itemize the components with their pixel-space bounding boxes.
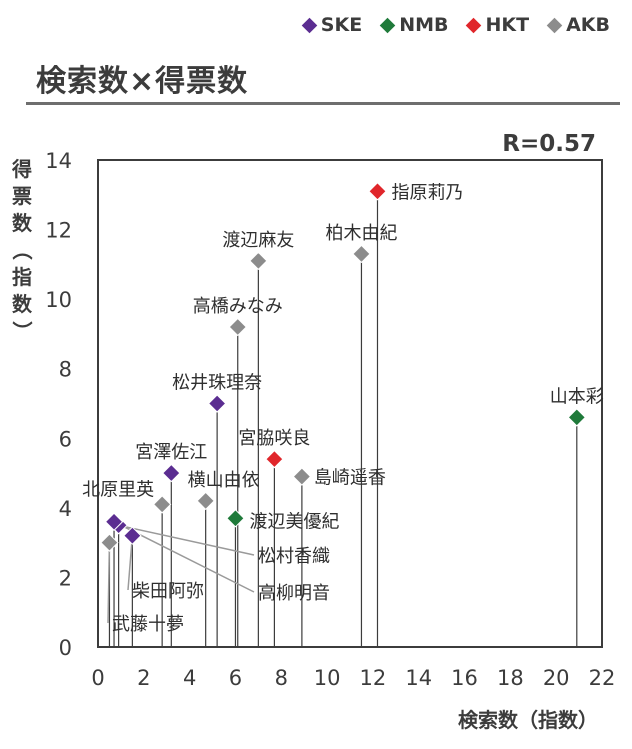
x-tick-label: 6 <box>229 666 242 690</box>
label-leader-line <box>107 542 111 624</box>
point-label: 高柳明音 <box>258 583 330 604</box>
point-marker <box>228 317 247 337</box>
y-tick-label: 10 <box>45 288 72 312</box>
title-rule <box>26 102 620 105</box>
correlation-annotation: R=0.57 <box>502 131 596 157</box>
point-label: 島崎遥香 <box>314 468 386 489</box>
legend-label: HKT <box>485 14 530 36</box>
point-label: 松村香織 <box>258 546 330 567</box>
legend: SKE NMB HKT AKB <box>301 14 610 36</box>
label-leader-line <box>118 524 255 556</box>
point-label: 渡辺麻友 <box>222 230 294 251</box>
y-tick-label: 2 <box>59 566 72 590</box>
point-marker <box>352 244 371 264</box>
point-label: 山本彩 <box>550 386 604 407</box>
legend-item-nmb: NMB <box>379 14 449 36</box>
legend-label: NMB <box>399 14 449 36</box>
point-marker <box>265 449 284 469</box>
point-label: 北原里英 <box>82 479 154 500</box>
point-label: 宮澤佐江 <box>135 442 207 463</box>
legend-item-ske: SKE <box>301 14 363 36</box>
x-tick-label: 16 <box>451 666 478 690</box>
y-axis-label-char: 得 <box>11 157 32 181</box>
point-label: 武藤十夢 <box>112 614 184 635</box>
point-label: 宮脇咲良 <box>238 428 310 449</box>
x-tick-label: 20 <box>543 666 570 690</box>
point-label: 指原莉乃 <box>391 182 463 203</box>
point-label: 柴田阿弥 <box>132 581 204 602</box>
point-marker <box>123 526 142 545</box>
y-tick-label: 12 <box>45 219 72 243</box>
x-tick-label: 10 <box>314 666 341 690</box>
x-axis-label: 検索数（指数） <box>458 708 598 732</box>
point-marker <box>152 495 172 514</box>
y-axis-label-char: 指 <box>12 265 32 289</box>
point-marker <box>368 182 387 201</box>
point-marker <box>196 491 215 511</box>
x-tick-label: 22 <box>589 666 616 690</box>
x-tick-label: 18 <box>497 666 524 690</box>
y-axis-label-char: 数 <box>12 292 33 316</box>
point-marker <box>567 408 587 427</box>
point-label: 高橋みなみ <box>193 296 283 317</box>
y-axis-label-char: 票 <box>12 184 32 208</box>
y-tick-label: 4 <box>59 497 72 521</box>
point-label: 柏木由紀 <box>325 223 397 244</box>
y-tick-label: 8 <box>59 358 72 382</box>
point-label: 渡辺美優紀 <box>249 511 339 532</box>
x-tick-label: 8 <box>275 666 288 690</box>
plot-frame <box>97 159 603 648</box>
x-tick-label: 4 <box>183 666 196 690</box>
point-marker <box>104 512 124 531</box>
point-label: 松井珠理奈 <box>172 373 262 394</box>
legend-item-akb: AKB <box>546 14 610 36</box>
y-tick-label: 6 <box>59 427 72 451</box>
point-marker <box>249 251 268 271</box>
legend-item-hkt: HKT <box>466 14 530 36</box>
point-marker <box>162 463 181 483</box>
y-tick-label: 0 <box>59 636 72 660</box>
point-marker <box>100 533 119 552</box>
point-marker <box>226 509 245 528</box>
x-tick-label: 2 <box>137 666 150 690</box>
label-leader-line <box>127 535 134 591</box>
x-tick-label: 0 <box>91 666 104 690</box>
legend-label: AKB <box>566 14 610 36</box>
y-axis-label-char: ） <box>10 321 34 341</box>
point-marker <box>292 467 312 486</box>
legend-label: SKE <box>320 14 363 36</box>
x-tick-label: 14 <box>405 666 432 690</box>
y-axis-label-char: （ <box>10 240 34 260</box>
x-tick-label: 12 <box>360 666 387 690</box>
point-label: 横山由依 <box>188 470 260 491</box>
chart-title: 検索数×得票数 <box>36 64 249 99</box>
point-marker <box>207 394 227 413</box>
y-tick-label: 14 <box>45 149 72 173</box>
y-axis-label-char: 数 <box>12 211 33 235</box>
